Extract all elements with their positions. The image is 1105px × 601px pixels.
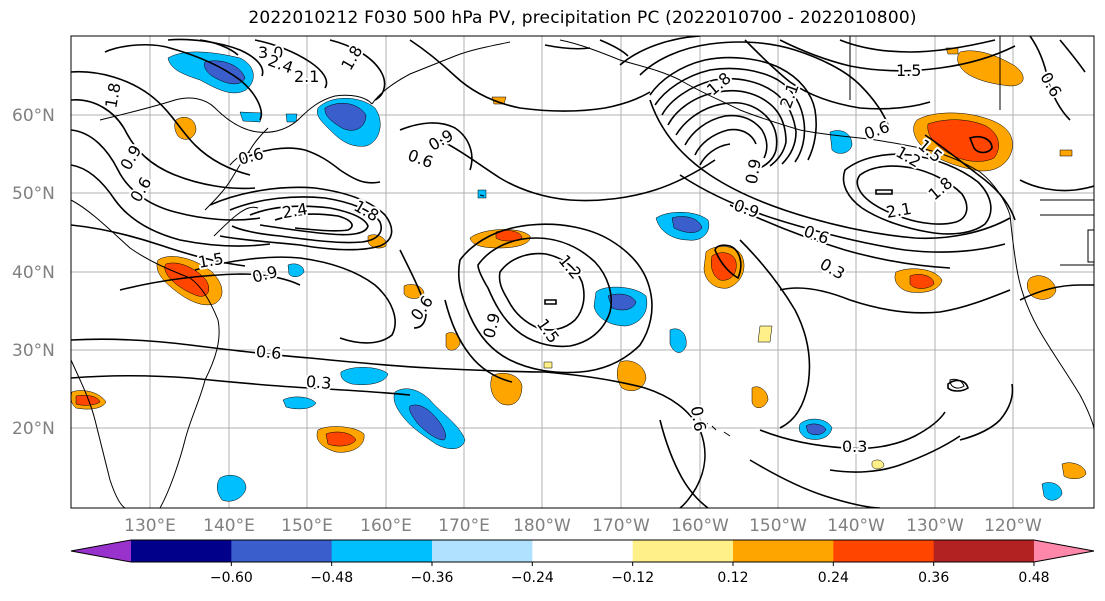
lat-label-60n: 60°N [12,106,55,126]
coastlines [71,36,1094,508]
lon-label: 150°E [281,516,333,536]
map-title: 2022010212 F030 500 hPa PV, precipitatio… [248,8,917,28]
pv-contours [71,36,1094,508]
lon-label: 170°E [438,516,490,536]
lon-label: 150°W [749,516,807,536]
colorbar-tick-label: 0.24 [818,570,849,586]
lon-label: 160°E [360,516,412,536]
contour-label: 2.1 [294,67,319,86]
lon-label: 160°W [671,516,729,536]
map-frame [70,35,1095,509]
lat-label-30n: 30°N [12,341,55,361]
colorbar-extension-max [1034,540,1094,562]
colorbar-tick-label: −0.48 [310,570,353,586]
lon-label: 140°W [827,516,885,536]
contour-label: 0.6 [255,342,282,363]
lon-label: 130°W [906,516,964,536]
colorbar-tick-label: 0.48 [1018,570,1049,586]
colorbar-outline [70,539,1095,563]
lon-label: 170°W [592,516,650,536]
colorbar-tick-label: 0.12 [717,570,748,586]
colorbar-segment [733,540,834,562]
colorbar-tick-label: 0.36 [918,570,949,586]
lon-label: 130°E [124,516,176,536]
colorbar-segment [632,540,734,562]
colorbar-segment [532,540,634,562]
latitude-labels: 60°N 50°N 40°N 30°N 20°N [12,106,55,439]
colorbar-segment [933,540,1035,562]
longitude-labels: 130°E 140°E 150°E 160°E 170°E 180°W 170°… [124,516,1042,536]
lon-label: 140°E [203,516,255,536]
colorbar-segment [331,540,433,562]
colorbar-tick-label: −0.60 [210,570,253,586]
contour-label: 0.3 [305,372,332,393]
lon-label: 180°W [513,516,571,536]
lon-label: 120°W [984,516,1042,536]
colorbar-tick-label: −0.24 [511,570,554,586]
colorbar-tick-label: −0.12 [611,570,654,586]
lat-label-50n: 50°N [12,184,55,204]
contour-label: 0.3 [842,437,867,456]
colorbar-segment [833,540,935,562]
colorbar-tick-label: −0.36 [411,570,454,586]
colorbar-segment [231,540,333,562]
colorbar-segment [131,540,232,562]
lat-label-20n: 20°N [12,419,55,439]
colorbar-extension-min [71,540,131,562]
contour-label: 3.0 [258,43,283,62]
contour-label: 1.5 [896,61,921,80]
colorbar: −0.60 −0.48 −0.36 −0.24 −0.12 0.12 0.24 0.36 0.4… [70,539,1095,586]
colorbar-segment [432,540,533,562]
lat-label-40n: 40°N [12,263,55,283]
